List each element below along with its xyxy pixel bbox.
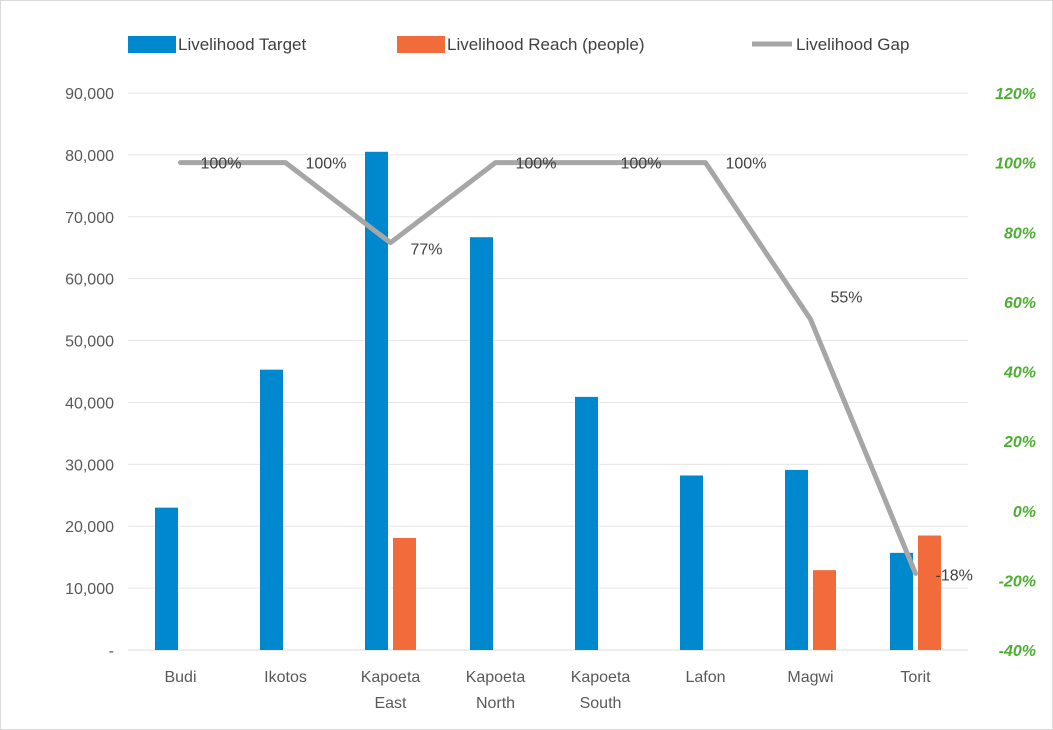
y-right-tick-label: 20% bbox=[1003, 434, 1036, 451]
x-category-label: Budi bbox=[164, 669, 196, 686]
bar-livelihood-target bbox=[575, 396, 598, 650]
y-right-tick-label: -40% bbox=[999, 643, 1036, 660]
y-left-tick-label: 50,000 bbox=[65, 334, 114, 351]
bar-livelihood-target bbox=[890, 552, 913, 650]
gap-data-label: 55% bbox=[831, 289, 863, 306]
gap-data-label: 77% bbox=[411, 242, 443, 259]
bar-livelihood-target bbox=[470, 237, 493, 650]
x-category-label-line: East bbox=[374, 695, 407, 712]
y-right-tick-label: 60% bbox=[1004, 295, 1036, 312]
y-left-tick-label: 10,000 bbox=[65, 581, 114, 598]
x-category-label-line: Kapoeta bbox=[466, 669, 526, 686]
y-left-tick-label: 90,000 bbox=[65, 86, 114, 103]
data-labels: 100% 100% 77% 100% 100% 100% 55% -18% bbox=[201, 156, 973, 585]
x-category-label-line: South bbox=[580, 695, 622, 712]
gap-data-label: 100% bbox=[306, 156, 347, 173]
gap-data-label: -18% bbox=[936, 567, 973, 584]
gap-data-label: 100% bbox=[726, 156, 767, 173]
x-category-label: Magwi bbox=[787, 669, 833, 686]
x-category-label: Kapoeta South bbox=[571, 669, 631, 712]
y-right-tick-label: 120% bbox=[995, 86, 1036, 103]
bar-livelihood-reach bbox=[813, 570, 836, 650]
bar-livelihood-reach bbox=[393, 537, 416, 650]
legend-swatch-livelihood-reach bbox=[397, 36, 445, 53]
gap-data-label: 100% bbox=[201, 156, 242, 173]
y-right-tick-label: -20% bbox=[999, 573, 1036, 590]
y-left-tick-label: 30,000 bbox=[65, 457, 114, 474]
x-category-label: Kapoeta East bbox=[361, 669, 421, 712]
legend-label: Livelihood Target bbox=[178, 35, 306, 54]
right-axis: -40% -20% 0% 20% 40% 60% 80% 100% 120% bbox=[995, 86, 1036, 660]
gap-data-label: 100% bbox=[516, 156, 557, 173]
y-left-tick-label: - bbox=[109, 643, 114, 660]
y-right-tick-label: 100% bbox=[995, 156, 1036, 173]
left-axis: - 10,000 20,000 30,000 40,000 50,000 60,000 70,… bbox=[65, 86, 114, 660]
x-category-label: Kapoeta North bbox=[466, 669, 526, 712]
legend: Livelihood Target Livelihood Reach (peopl… bbox=[128, 35, 909, 54]
x-category-label-line: Kapoeta bbox=[571, 669, 631, 686]
bar-livelihood-target bbox=[785, 469, 808, 650]
bar-livelihood-target bbox=[680, 475, 703, 650]
gap-data-label: 100% bbox=[621, 156, 662, 173]
x-category-label-line: Budi bbox=[164, 669, 196, 686]
x-category-label: Lafon bbox=[685, 669, 725, 686]
legend-label: Livelihood Gap bbox=[796, 35, 909, 54]
bar-livelihood-target bbox=[260, 369, 283, 650]
y-right-tick-label: 40% bbox=[1003, 365, 1036, 382]
y-right-tick-label: 0% bbox=[1013, 504, 1036, 521]
bar-livelihood-reach bbox=[918, 535, 941, 650]
x-category-label: Torit bbox=[900, 669, 931, 686]
x-category-label-line: Magwi bbox=[787, 669, 833, 686]
bars bbox=[155, 151, 941, 651]
bar-livelihood-target bbox=[365, 151, 388, 651]
bar-livelihood-target bbox=[155, 507, 178, 650]
y-left-tick-label: 70,000 bbox=[65, 210, 114, 227]
x-category-label: Ikotos bbox=[264, 669, 307, 686]
x-category-label-line: Lafon bbox=[685, 669, 725, 686]
x-category-label-line: Kapoeta bbox=[361, 669, 421, 686]
y-right-tick-label: 80% bbox=[1004, 225, 1036, 242]
legend-label: Livelihood Reach (people) bbox=[447, 35, 645, 54]
y-left-tick-label: 60,000 bbox=[65, 272, 114, 289]
line-livelihood-gap bbox=[178, 160, 918, 576]
x-category-label-line: Torit bbox=[900, 669, 931, 686]
y-left-tick-label: 80,000 bbox=[65, 148, 114, 165]
y-left-tick-label: 40,000 bbox=[65, 395, 114, 412]
x-category-label-line: Ikotos bbox=[264, 669, 307, 686]
x-category-label-line: North bbox=[476, 695, 515, 712]
legend-swatch-livelihood-target bbox=[128, 36, 176, 53]
gap-line bbox=[178, 160, 918, 576]
y-left-tick-label: 20,000 bbox=[65, 519, 114, 536]
